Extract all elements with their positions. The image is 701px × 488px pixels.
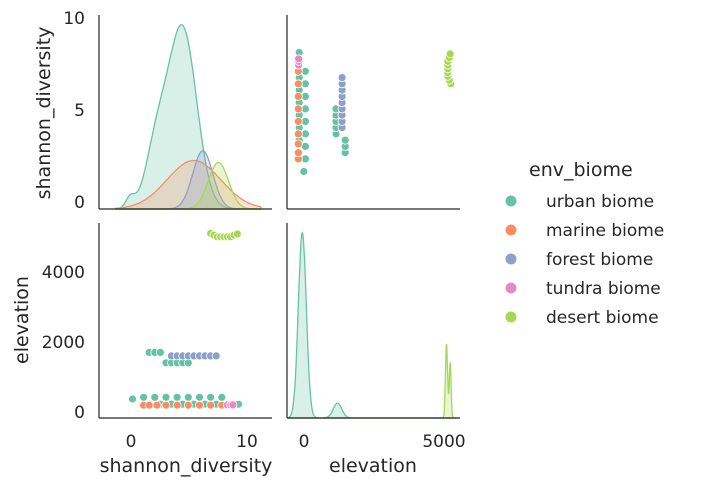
point-mirror-forest-biome-8 bbox=[337, 73, 347, 82]
y-tick-label-elevation-0: 0 bbox=[74, 403, 85, 423]
panel-shannon-vs-elevation bbox=[128, 228, 243, 410]
point-mirror-tundra-biome-2 bbox=[294, 54, 304, 64]
y-tick-label-elevation-2000: 2000 bbox=[42, 333, 85, 353]
panel-elevation-vs-shannon bbox=[293, 48, 456, 176]
x-tick-label-shannon-10: 10 bbox=[236, 432, 258, 452]
legend-title: env_biome bbox=[529, 159, 633, 181]
point-urban-biome-10 bbox=[150, 392, 160, 402]
point-marine-biome-6 bbox=[195, 400, 204, 410]
point-mirror-marine-biome-1 bbox=[293, 148, 303, 158]
kde-elevation-urban-biome bbox=[287, 231, 457, 419]
point-marine-biome-2 bbox=[152, 400, 162, 410]
point-urban-biome-12 bbox=[172, 392, 182, 402]
point-marine-biome-7 bbox=[206, 400, 216, 410]
axis-spines bbox=[98, 15, 460, 419]
legend-label-urban: urban biome bbox=[546, 192, 654, 212]
point-urban-biome-15 bbox=[206, 392, 216, 402]
legend-label-tundra: tundra biome bbox=[546, 279, 661, 299]
y-tick-label-shannon-0: 0 bbox=[74, 193, 85, 213]
y-axis-label-shannon: shannon_diversity bbox=[33, 27, 55, 200]
point-urban-biome-14 bbox=[195, 392, 204, 402]
legend: env_biome urban biome marine biome fores… bbox=[504, 159, 664, 328]
x-tick-label-elevation-5000: 5000 bbox=[422, 432, 465, 452]
point-mirror-marine-biome-4 bbox=[293, 117, 303, 126]
point-marine-biome-1 bbox=[144, 400, 154, 410]
point-urban-biome-16 bbox=[217, 392, 227, 402]
x-tick-label-shannon-0: 0 bbox=[126, 432, 137, 452]
point-mirror-urban-biome-3 bbox=[340, 135, 350, 145]
legend-marker-forest bbox=[504, 252, 518, 266]
point-marine-biome-3 bbox=[161, 400, 171, 410]
point-desert-biome-8 bbox=[232, 229, 242, 239]
kde-elevation-desert-biome bbox=[288, 343, 457, 419]
x-axis-label-shannon: shannon_diversity bbox=[100, 455, 273, 477]
point-mirror-marine-biome-6 bbox=[293, 92, 303, 101]
panel-elevation-kde bbox=[287, 231, 457, 419]
legend-marker-urban bbox=[504, 194, 518, 208]
point-mirror-marine-biome-3 bbox=[293, 129, 303, 139]
panel-shannon-kde bbox=[114, 23, 262, 210]
point-marine-biome-4 bbox=[172, 400, 182, 410]
y-tick-label-elevation-4000: 4000 bbox=[42, 263, 85, 283]
y-tick-label-shannon-5: 5 bbox=[74, 101, 85, 121]
point-urban-biome-13 bbox=[183, 392, 193, 402]
point-urban-biome-3 bbox=[155, 347, 165, 357]
legend-label-marine: marine biome bbox=[546, 221, 664, 241]
point-mirror-desert-biome-8 bbox=[445, 49, 455, 59]
legend-label-forest: forest biome bbox=[546, 250, 653, 270]
legend-marker-desert bbox=[504, 310, 518, 324]
x-tick-label-elevation-0: 0 bbox=[299, 432, 310, 452]
legend-marker-marine bbox=[504, 223, 518, 237]
y-axis-label-elevation: elevation bbox=[11, 276, 33, 364]
legend-label-desert: desert biome bbox=[546, 308, 659, 328]
x-axis-label-elevation: elevation bbox=[329, 455, 417, 477]
point-mirror-marine-biome-7 bbox=[293, 79, 303, 89]
point-tundra-biome-2 bbox=[228, 400, 238, 410]
point-mirror-marine-biome-5 bbox=[293, 104, 303, 114]
point-forest-biome-8 bbox=[211, 351, 221, 361]
point-urban-biome-11 bbox=[161, 392, 171, 402]
point-marine-biome-5 bbox=[183, 400, 193, 410]
point-urban-biome-0 bbox=[128, 394, 137, 404]
point-mirror-urban-biome-0 bbox=[299, 167, 309, 176]
kde-shannon-marine-biome bbox=[115, 159, 262, 210]
point-urban-biome-9 bbox=[139, 392, 149, 402]
point-mirror-marine-biome-2 bbox=[293, 139, 303, 149]
legend-marker-tundra bbox=[504, 281, 518, 295]
y-tick-label-shannon-10: 10 bbox=[63, 9, 85, 29]
